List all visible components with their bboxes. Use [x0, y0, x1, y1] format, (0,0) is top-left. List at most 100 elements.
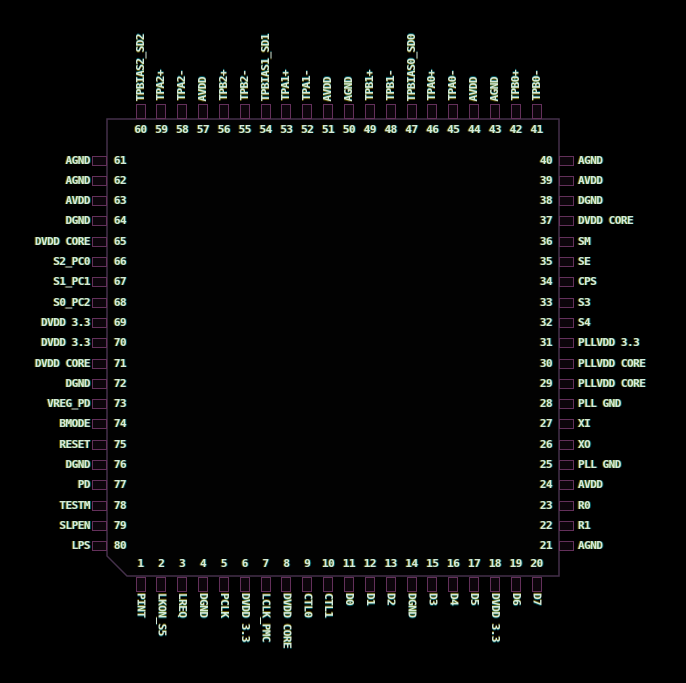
pin-stub: [448, 104, 459, 119]
pin-label: PD: [77, 478, 91, 492]
pin-label: XI: [578, 417, 591, 431]
pin-label: DVDD 3.3: [41, 336, 90, 350]
pin-label: AGND: [578, 153, 603, 167]
pin-stub: [559, 520, 574, 531]
pin-number: 65: [113, 234, 127, 248]
pin-stub: [156, 104, 167, 119]
pin-stub: [302, 104, 313, 119]
pin-stub: [364, 577, 375, 592]
pin-label: SM: [578, 234, 591, 248]
pin-number: 77: [113, 478, 127, 492]
pin-label: AVDD: [65, 194, 91, 208]
pin-label: TPA2-: [174, 70, 190, 101]
pin-stub: [177, 577, 188, 592]
pin-label: S1_PC1: [53, 275, 90, 289]
pin-label-text: DVDD 3.3: [488, 593, 502, 642]
pin-stub: [281, 577, 292, 592]
pin-stub: [92, 439, 107, 450]
pin-number: 20: [530, 557, 544, 570]
pin-number: 39: [539, 173, 553, 187]
pin-label: D0: [341, 593, 357, 605]
pin-label-text: D6: [509, 593, 523, 606]
pin-number: 66: [113, 255, 127, 268]
pin-stub: [510, 577, 521, 592]
pin-label: TPBIAS0_SD0: [404, 34, 420, 101]
pin-label: BMODE: [59, 417, 90, 431]
pin-stub: [323, 577, 334, 592]
pin-label-text: D3: [426, 593, 440, 606]
pin-stub: [92, 399, 107, 410]
pin-label: TPA1-: [299, 70, 315, 101]
pin-stub: [281, 104, 292, 119]
pin-stub: [239, 577, 250, 592]
pin-stub: [323, 104, 334, 119]
pin-label: AVDD: [320, 77, 336, 102]
pin-number: 24: [539, 478, 553, 492]
pin-label: TPA2+: [153, 70, 169, 101]
pin-stub: [559, 480, 574, 491]
pin-number: 32: [539, 315, 553, 329]
pin-stub: [92, 520, 107, 531]
pin-number: 52: [301, 123, 314, 136]
pin-number: 57: [196, 123, 210, 136]
pin-label: TPBIAS1_SD1: [258, 34, 274, 101]
pin-label: D4: [445, 593, 461, 605]
pin-stub: [92, 480, 107, 491]
pin-label-text: DVDD 3.3: [238, 593, 252, 642]
pin-stub: [559, 297, 574, 308]
pin-label: PCLK: [216, 593, 232, 618]
pin-stub: [218, 577, 229, 592]
pin-stub: [260, 104, 271, 119]
pin-label-text: DVDD CORE: [280, 593, 294, 649]
pin-number: 50: [342, 123, 356, 136]
pin-stub: [559, 358, 574, 369]
pin-label: D6: [508, 593, 524, 605]
pin-label: TPB1+: [362, 70, 378, 101]
pin-label: SE: [578, 255, 591, 268]
pin-label: D2: [383, 593, 399, 605]
pin-label: AGND: [65, 173, 91, 187]
pin-number: 31: [539, 336, 553, 350]
pin-label: LKON_S5: [153, 593, 169, 636]
pin-label-text: CTL1: [322, 593, 336, 618]
pin-label: TPA0-: [445, 70, 461, 101]
pin-stub: [92, 317, 107, 328]
pin-stub: [469, 577, 480, 592]
pin-label: D5: [466, 593, 482, 605]
pin-stub: [559, 541, 574, 552]
pin-label: PLLVDD CORE: [578, 356, 646, 370]
pin-number: 63: [113, 194, 127, 208]
pin-label-text: TPB2-: [237, 70, 251, 101]
pin-label-text: TPB1-: [383, 70, 397, 101]
pin-stub: [92, 216, 107, 227]
pin-label: PLL GND: [578, 458, 621, 471]
pin-label-text: TPA1+: [279, 70, 293, 101]
pin-number: 55: [238, 123, 252, 136]
pin-number: 72: [113, 376, 127, 390]
pin-label-text: CTL0: [301, 593, 315, 618]
pin-label: CPS: [578, 275, 597, 289]
pin-label: S2_PC0: [53, 255, 90, 268]
pin-label-text: TPA2-: [175, 70, 189, 101]
pin-stub: [406, 577, 417, 592]
pin-stub: [489, 104, 500, 119]
pin-stub: [92, 541, 107, 552]
pin-label: TESTM: [59, 498, 90, 512]
pin-stub: [92, 196, 107, 207]
pin-label-text: AGND: [487, 76, 501, 102]
pin-stub: [198, 577, 209, 592]
pin-number: 53: [280, 123, 293, 136]
pin-number: 12: [363, 557, 377, 570]
pin-label-text: TPB0+: [508, 70, 522, 101]
pin-label-text: LCLK_PMC: [259, 593, 273, 642]
pin-number: 78: [113, 498, 127, 512]
pin-label: LREQ: [174, 593, 190, 618]
pin-label-text: LREQ: [176, 593, 190, 618]
pin-label: DGND: [578, 194, 603, 208]
pin-number: 64: [113, 214, 127, 228]
pin-stub: [92, 419, 107, 430]
pin-label-text: PINT: [134, 593, 148, 618]
pin-label: TPB2+: [216, 70, 232, 101]
